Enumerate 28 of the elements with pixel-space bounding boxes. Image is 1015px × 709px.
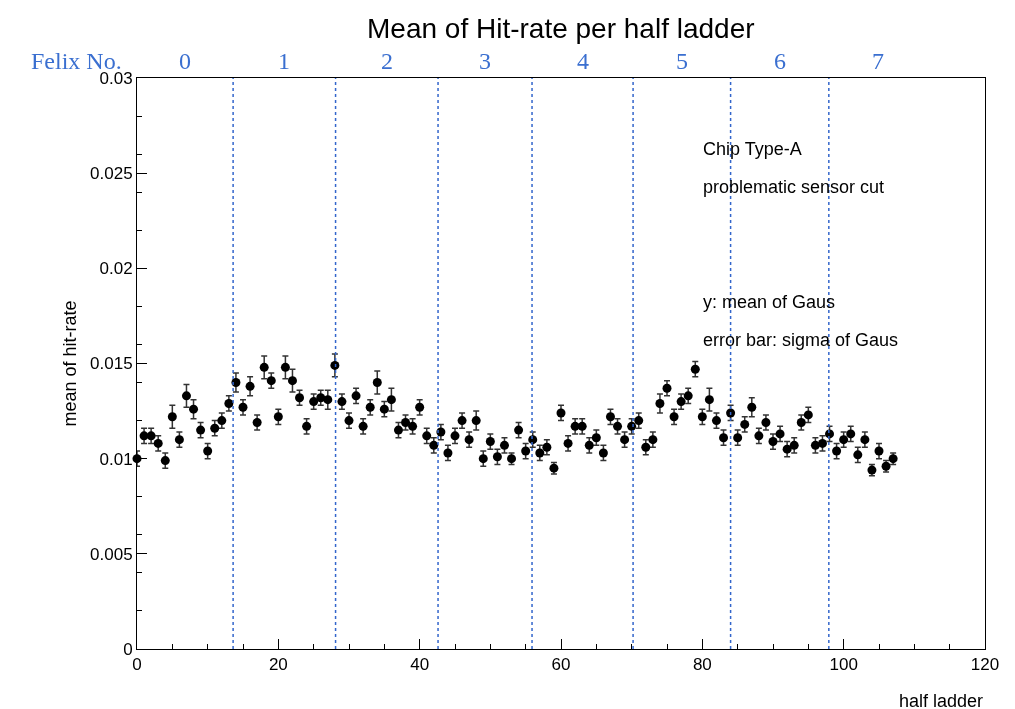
x-tick-label: 40 xyxy=(410,655,430,675)
x-axis-title: half ladder xyxy=(899,691,984,709)
text: 5 xyxy=(676,48,688,74)
y-tick-label: 0 xyxy=(123,639,133,659)
text: 1 xyxy=(278,48,290,74)
y-tick-label: 0.015 xyxy=(90,354,133,374)
x-tick-label: 100 xyxy=(829,655,858,675)
y-tick-label: 0.025 xyxy=(90,164,133,184)
annotation: problematic sensor cut xyxy=(703,177,885,197)
y-tick-label: 0.03 xyxy=(99,68,133,88)
x-tick-label: 20 xyxy=(268,655,288,675)
y-tick-label: 0.02 xyxy=(99,259,133,279)
text: 3 xyxy=(479,48,491,74)
text: 7 xyxy=(872,48,884,74)
text: 2 xyxy=(381,48,393,74)
x-tick-label: 120 xyxy=(970,655,1000,675)
y-tick-label: 0.005 xyxy=(90,544,133,564)
x-tick-label: 80 xyxy=(692,655,712,675)
y-tick-label: 0.01 xyxy=(99,449,133,469)
annotation: Chip Type-A xyxy=(703,139,802,159)
text: 6 xyxy=(774,48,786,74)
chart-title: Mean of Hit-rate per half ladder xyxy=(367,13,755,44)
text: 0 xyxy=(179,48,191,74)
x-tick-label: 60 xyxy=(551,655,571,675)
annotation: error bar: sigma of Gaus xyxy=(703,330,899,350)
annotation: y: mean of Gaus xyxy=(703,292,836,312)
text: 4 xyxy=(577,48,589,74)
y-axis-title: mean of hit-rate xyxy=(60,300,81,427)
